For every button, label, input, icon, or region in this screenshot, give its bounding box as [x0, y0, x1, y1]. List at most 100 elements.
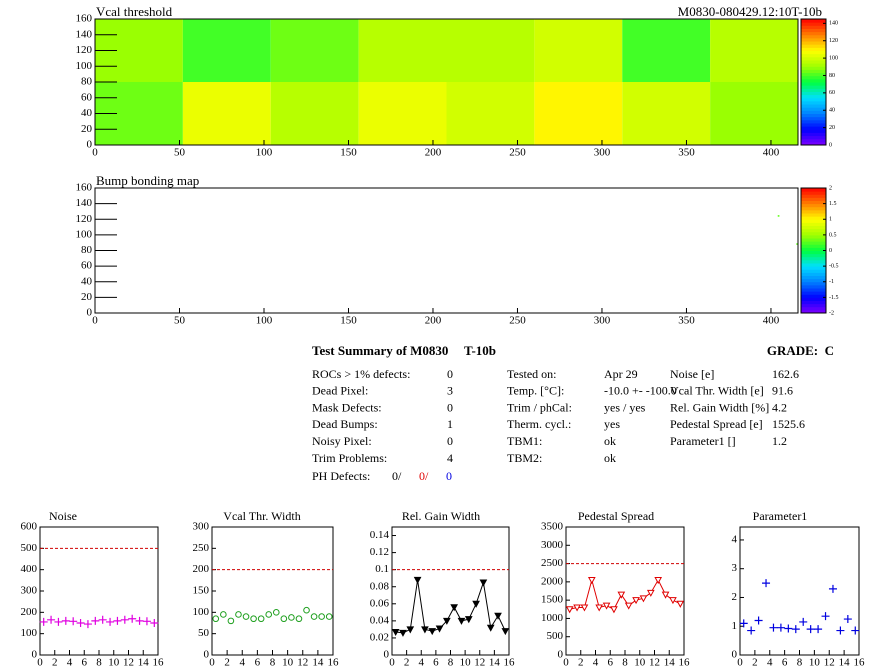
heatmap-cell: [446, 19, 535, 82]
y-tick-label: 0: [87, 307, 93, 319]
marker: [128, 614, 137, 623]
chart-title: Parameter1: [753, 509, 808, 523]
x-tick-label: 300: [594, 315, 611, 327]
marker: [472, 600, 480, 608]
x-tick-label: 350: [678, 315, 695, 327]
heatmap-cell: [622, 19, 711, 82]
colorbar-band: [801, 25, 826, 29]
colorbar-band: [801, 294, 826, 298]
x-tick-label: 8: [448, 657, 454, 669]
colorbar-label: 1.5: [829, 201, 837, 207]
colorbar-band: [801, 113, 826, 118]
chart-title: Bump bonding map: [96, 173, 199, 188]
colorbar-band: [801, 241, 826, 245]
marker: [754, 616, 763, 625]
module-type: T-10b: [464, 343, 496, 358]
y-tick-label: 2: [732, 591, 738, 603]
result-value: 1.2: [772, 434, 787, 448]
heatmap-cell: [358, 19, 447, 82]
y-tick-label: 80: [81, 76, 93, 88]
y-tick-label: 60: [81, 260, 93, 272]
x-tick-label: 6: [82, 657, 88, 669]
marker: [457, 617, 466, 625]
result-value: 91.6: [772, 384, 793, 398]
heatmap-cell: [182, 19, 271, 82]
colorbar-band: [801, 291, 826, 295]
colorbar-band: [801, 132, 826, 137]
marker: [836, 626, 845, 635]
marker: [406, 626, 415, 634]
defect-label: Mask Defects:: [312, 400, 382, 414]
marker: [784, 624, 793, 633]
x-tick-label: 6: [255, 657, 261, 669]
y-tick-label: 100: [193, 606, 210, 618]
x-tick-label: 0: [92, 147, 98, 159]
condition-label: TBM1:: [507, 434, 542, 448]
defect-label: Dead Pixel:: [312, 384, 368, 398]
x-tick-label: 0: [389, 657, 395, 669]
colorbar-band: [801, 129, 826, 133]
y-tick-label: 1000: [541, 612, 564, 624]
x-tick-label: 6: [608, 657, 614, 669]
heatmap-cell: [710, 82, 798, 145]
y-tick-label: 100: [76, 228, 93, 240]
colorbar-band: [801, 138, 826, 143]
y-tick-label: 120: [76, 213, 93, 225]
y-tick-label: 0.12: [370, 546, 389, 558]
result-label: Noise [e]: [670, 367, 714, 381]
chart-title: Pedestal Spread: [578, 509, 654, 523]
defect-value: 3: [447, 384, 453, 398]
colorbar-band: [801, 66, 826, 70]
heatmap-cell: [622, 82, 711, 145]
defect-label: Trim Problems:: [312, 451, 387, 465]
colorbar-band: [801, 288, 826, 292]
x-tick-label: 250: [509, 147, 526, 159]
x-tick-label: 16: [679, 657, 691, 669]
x-tick-label: 12: [649, 657, 660, 669]
colorbar-band: [801, 100, 826, 105]
marker: [98, 615, 107, 624]
marker: [573, 604, 581, 612]
y-tick-label: 40: [81, 107, 93, 119]
x-tick-label: 0: [209, 657, 215, 669]
marker: [106, 617, 115, 626]
y-tick-label: 60: [81, 91, 93, 103]
marker: [142, 617, 151, 626]
y-tick-label: 0: [558, 649, 564, 661]
y-tick-label: 0.08: [370, 580, 390, 592]
colorbar-band: [801, 34, 826, 39]
colorbar-band: [801, 213, 826, 217]
colorbar-band: [801, 225, 826, 230]
marker: [501, 628, 510, 636]
x-tick-label: 100: [256, 315, 273, 327]
marker: [295, 615, 303, 623]
y-tick-label: 20: [81, 291, 93, 303]
marker: [479, 579, 488, 587]
y-tick-label: 3500: [541, 521, 564, 533]
colorbar-band: [801, 281, 826, 286]
x-tick-label: 10: [108, 657, 120, 669]
colorbar-band: [801, 110, 826, 114]
defect-label: Dead Bumps:: [312, 417, 378, 431]
x-tick-label: 12: [297, 657, 308, 669]
condition-value: ok: [604, 451, 616, 465]
colorbar-frame: [800, 18, 827, 146]
defect-value: 0: [447, 367, 453, 381]
defect-value: 4: [447, 451, 453, 465]
marker: [486, 624, 495, 632]
x-tick-label: 2: [404, 657, 410, 669]
condition-label: Therm. cycl.:: [507, 417, 571, 431]
marker: [669, 597, 677, 605]
marker: [747, 626, 756, 635]
y-tick-label: 100: [76, 60, 93, 72]
grade: GRADE: C: [767, 343, 834, 358]
defect-label: ROCs > 1% defects:: [312, 367, 410, 381]
ph-defects-value: 0: [446, 469, 452, 483]
marker: [83, 620, 92, 629]
x-tick-label: 100: [256, 147, 273, 159]
y-tick-label: 1: [732, 620, 738, 632]
marker: [257, 615, 265, 623]
x-tick-label: 16: [328, 657, 340, 669]
colorbar-band: [801, 206, 826, 211]
